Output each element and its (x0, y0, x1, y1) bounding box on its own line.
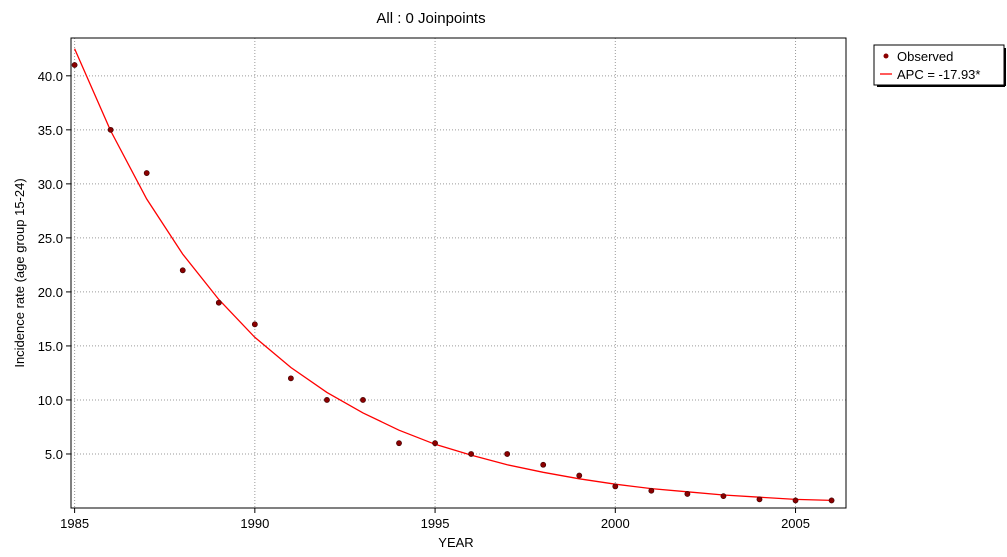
observed-point (828, 497, 835, 504)
y-tick-label: 25.0 (38, 231, 63, 246)
observed-point (71, 62, 78, 68)
observed-point (684, 491, 691, 497)
x-tick-label: 1990 (240, 516, 269, 531)
observed-point (720, 493, 727, 500)
legend-apc-label: APC = -17.93* (897, 67, 980, 82)
observed-point (432, 440, 438, 447)
legend-box (873, 44, 1005, 86)
y-tick-label: 15.0 (38, 339, 63, 354)
observed-point (324, 397, 330, 403)
observed-point (648, 487, 655, 494)
observed-point (792, 497, 799, 504)
legend-observed-marker (883, 53, 889, 59)
y-tick-label: 5.0 (45, 447, 63, 462)
y-tick-label: 10.0 (38, 393, 63, 408)
observed-point (468, 451, 475, 457)
observed-point (612, 483, 619, 490)
y-axis: 5.0 10.0 15.0 20.0 25.0 30.0 35.0 40.0 (38, 69, 71, 462)
observed-point (756, 496, 763, 503)
observed-point (107, 126, 114, 133)
x-axis-title: YEAR (438, 535, 473, 550)
x-axis: 1985 1990 1995 2000 2005 (60, 508, 810, 531)
observed-point (179, 267, 186, 274)
observed-point (360, 397, 366, 403)
x-tick-label: 1995 (421, 516, 450, 531)
observed-point (396, 440, 402, 447)
y-tick-label: 20.0 (38, 285, 63, 300)
y-tick-label: 30.0 (38, 177, 63, 192)
observed-point (251, 321, 258, 328)
observed-point (215, 299, 222, 306)
grid (71, 38, 846, 508)
observed-point (287, 375, 294, 382)
legend: Observed APC = -17.93* (873, 44, 1006, 87)
x-tick-label: 1985 (60, 516, 89, 531)
observed-point (143, 170, 150, 176)
plot-frame (70, 37, 847, 509)
chart-title: All : 0 Joinpoints (376, 10, 485, 27)
legend-observed-label: Observed (897, 49, 953, 64)
observed-point (540, 461, 547, 468)
apc-fit-line (74, 48, 832, 502)
y-axis-title: Incidence rate (age group 15-24) (12, 178, 27, 367)
x-tick-label: 2005 (781, 516, 810, 531)
series-layer (71, 48, 835, 504)
observed-point (504, 451, 511, 457)
y-tick-label: 40.0 (38, 69, 63, 84)
y-tick-label: 35.0 (38, 123, 63, 138)
observed-point (576, 472, 583, 479)
x-tick-label: 2000 (601, 516, 630, 531)
